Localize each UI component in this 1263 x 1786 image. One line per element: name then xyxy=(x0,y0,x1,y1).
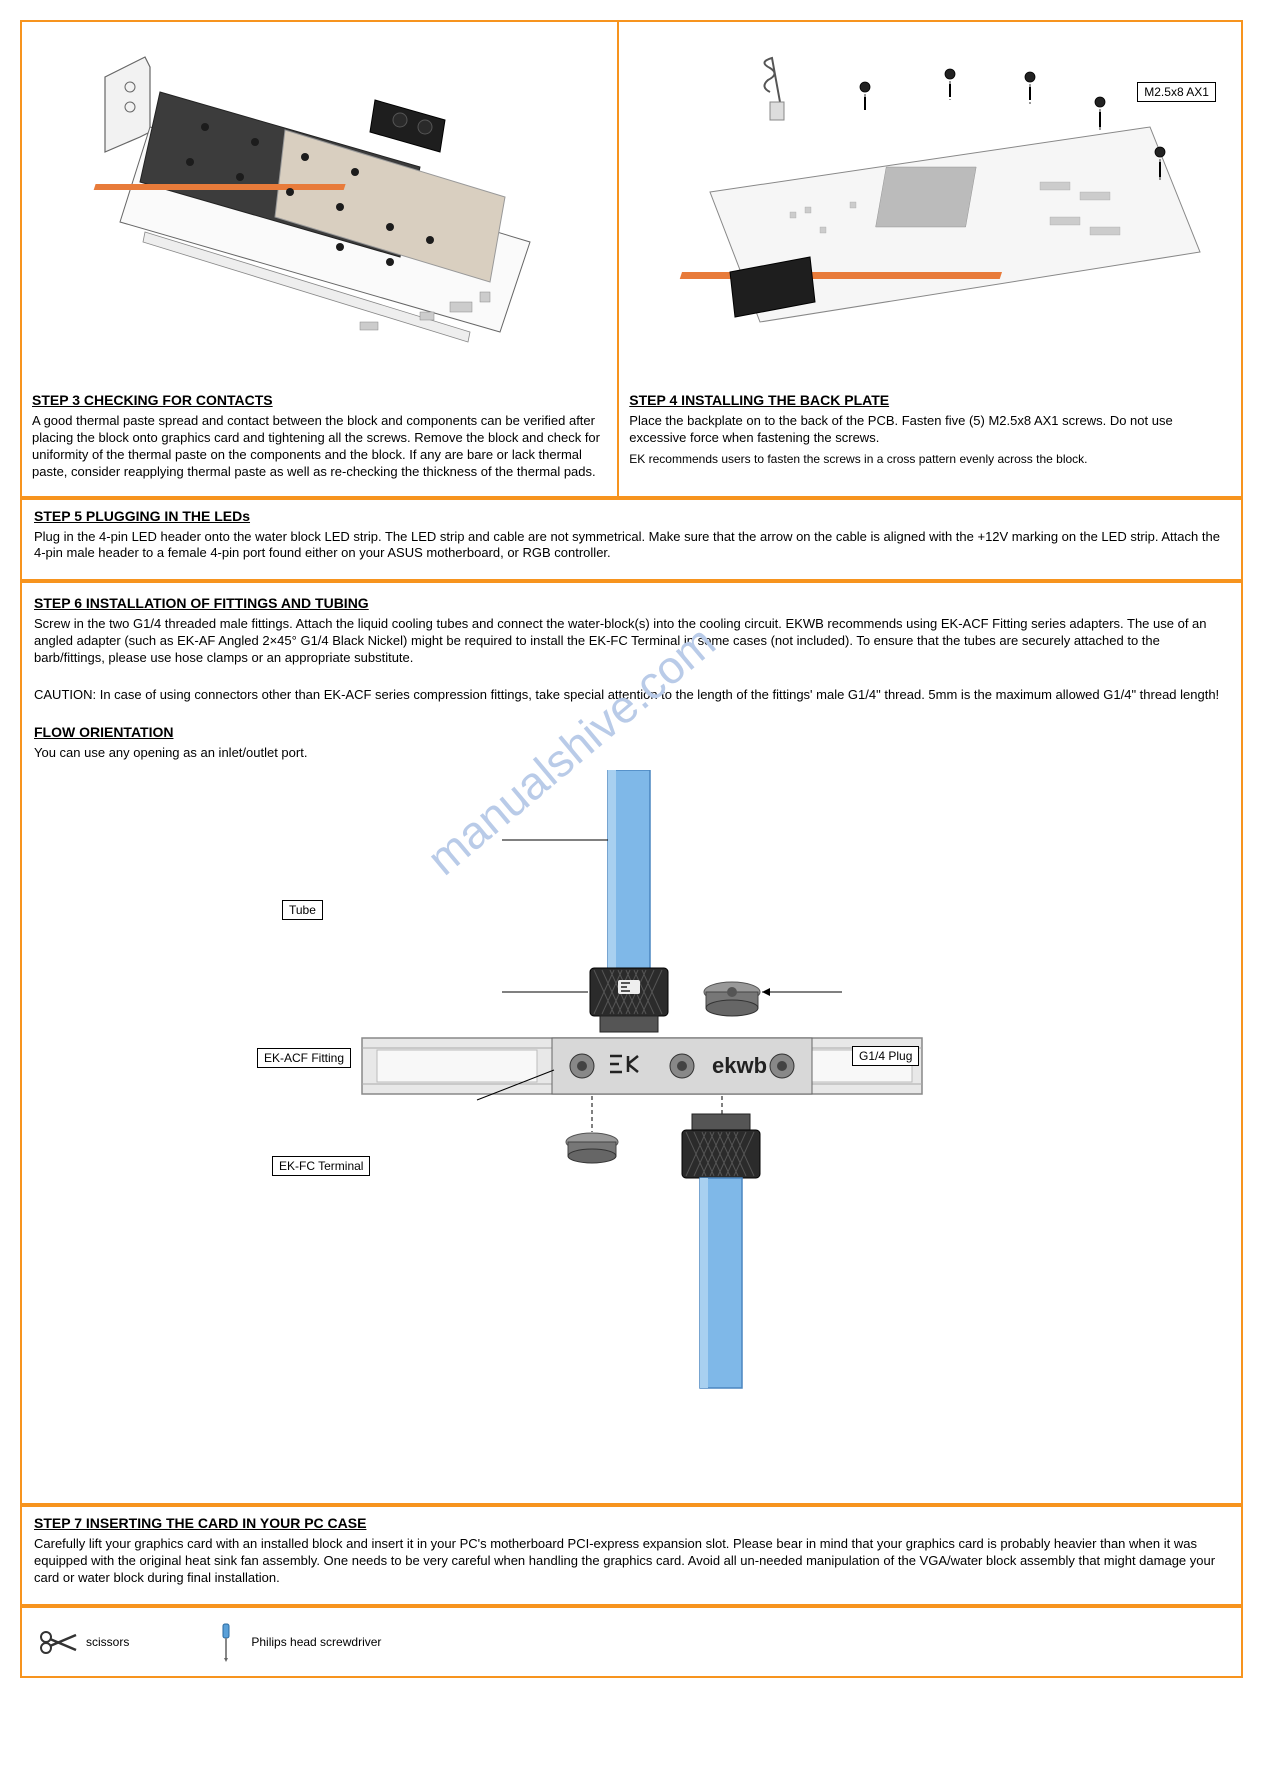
flow-title: FLOW ORIENTATION xyxy=(34,724,1229,740)
step3-title: STEP 3 CHECKING FOR CONTACTS xyxy=(32,392,607,408)
fittings-diagram: ekwb xyxy=(222,770,1042,1410)
step7-body: Carefully lift your graphics card with a… xyxy=(34,1536,1229,1587)
backplate-sketch xyxy=(640,32,1220,392)
tube-label: Tube xyxy=(282,900,323,920)
flow-body: You can use any opening as an inlet/outl… xyxy=(34,745,1229,762)
step5-title: STEP 5 PLUGGING IN THE LEDs xyxy=(34,508,1229,524)
panel-step-4: M2.5x8 AX1 STEP 4 INSTALLING THE BACK PL… xyxy=(619,22,1241,496)
section-step-6: STEP 6 INSTALLATION OF FITTINGS AND TUBI… xyxy=(22,583,1241,1503)
gpu-block-sketch xyxy=(50,32,590,392)
step4-title: STEP 4 INSTALLING THE BACK PLATE xyxy=(629,392,1231,408)
step7-title: STEP 7 INSERTING THE CARD IN YOUR PC CAS… xyxy=(34,1515,1229,1531)
step5-body: Plug in the 4-pin LED header onto the wa… xyxy=(34,529,1229,563)
screwdriver-icon xyxy=(209,1622,243,1662)
step6-caution: CAUTION: In case of using connectors oth… xyxy=(34,687,1229,704)
tool-screwdriver: Philips head screwdriver xyxy=(209,1622,381,1662)
fitting-label: EK-ACF Fitting xyxy=(257,1048,351,1068)
section-step-7: STEP 7 INSERTING THE CARD IN YOUR PC CAS… xyxy=(22,1507,1241,1604)
step4-body1: Place the backplate on to the back of th… xyxy=(629,413,1231,447)
panel-step-3: STEP 3 CHECKING FOR CONTACTS A good ther… xyxy=(22,22,619,496)
tool-scissors-label: scissors xyxy=(86,1635,129,1649)
plug-label: G1/4 Plug xyxy=(852,1046,919,1066)
scissors-icon xyxy=(38,1628,78,1656)
top-split: STEP 3 CHECKING FOR CONTACTS A good ther… xyxy=(22,22,1241,500)
tool-screwdriver-label: Philips head screwdriver xyxy=(251,1635,381,1649)
screw-callout: M2.5x8 AX1 xyxy=(1137,82,1216,102)
tool-scissors: scissors xyxy=(38,1628,129,1656)
step6-title: STEP 6 INSTALLATION OF FITTINGS AND TUBI… xyxy=(34,595,1229,611)
terminal-label: EK-FC Terminal xyxy=(272,1156,370,1176)
section-step-5: STEP 5 PLUGGING IN THE LEDs Plug in the … xyxy=(22,500,1241,584)
tool-row: scissors Philips head screwdriver xyxy=(22,1608,1241,1676)
ekwb-logo-text: ekwb xyxy=(712,1053,767,1078)
page-frame: STEP 3 CHECKING FOR CONTACTS A good ther… xyxy=(20,20,1243,1678)
step6-body: Screw in the two G1/4 threaded male fitt… xyxy=(34,616,1229,667)
step4-body2: EK recommends users to fasten the screws… xyxy=(629,452,1231,468)
step3-body: A good thermal paste spread and contact … xyxy=(32,413,607,481)
